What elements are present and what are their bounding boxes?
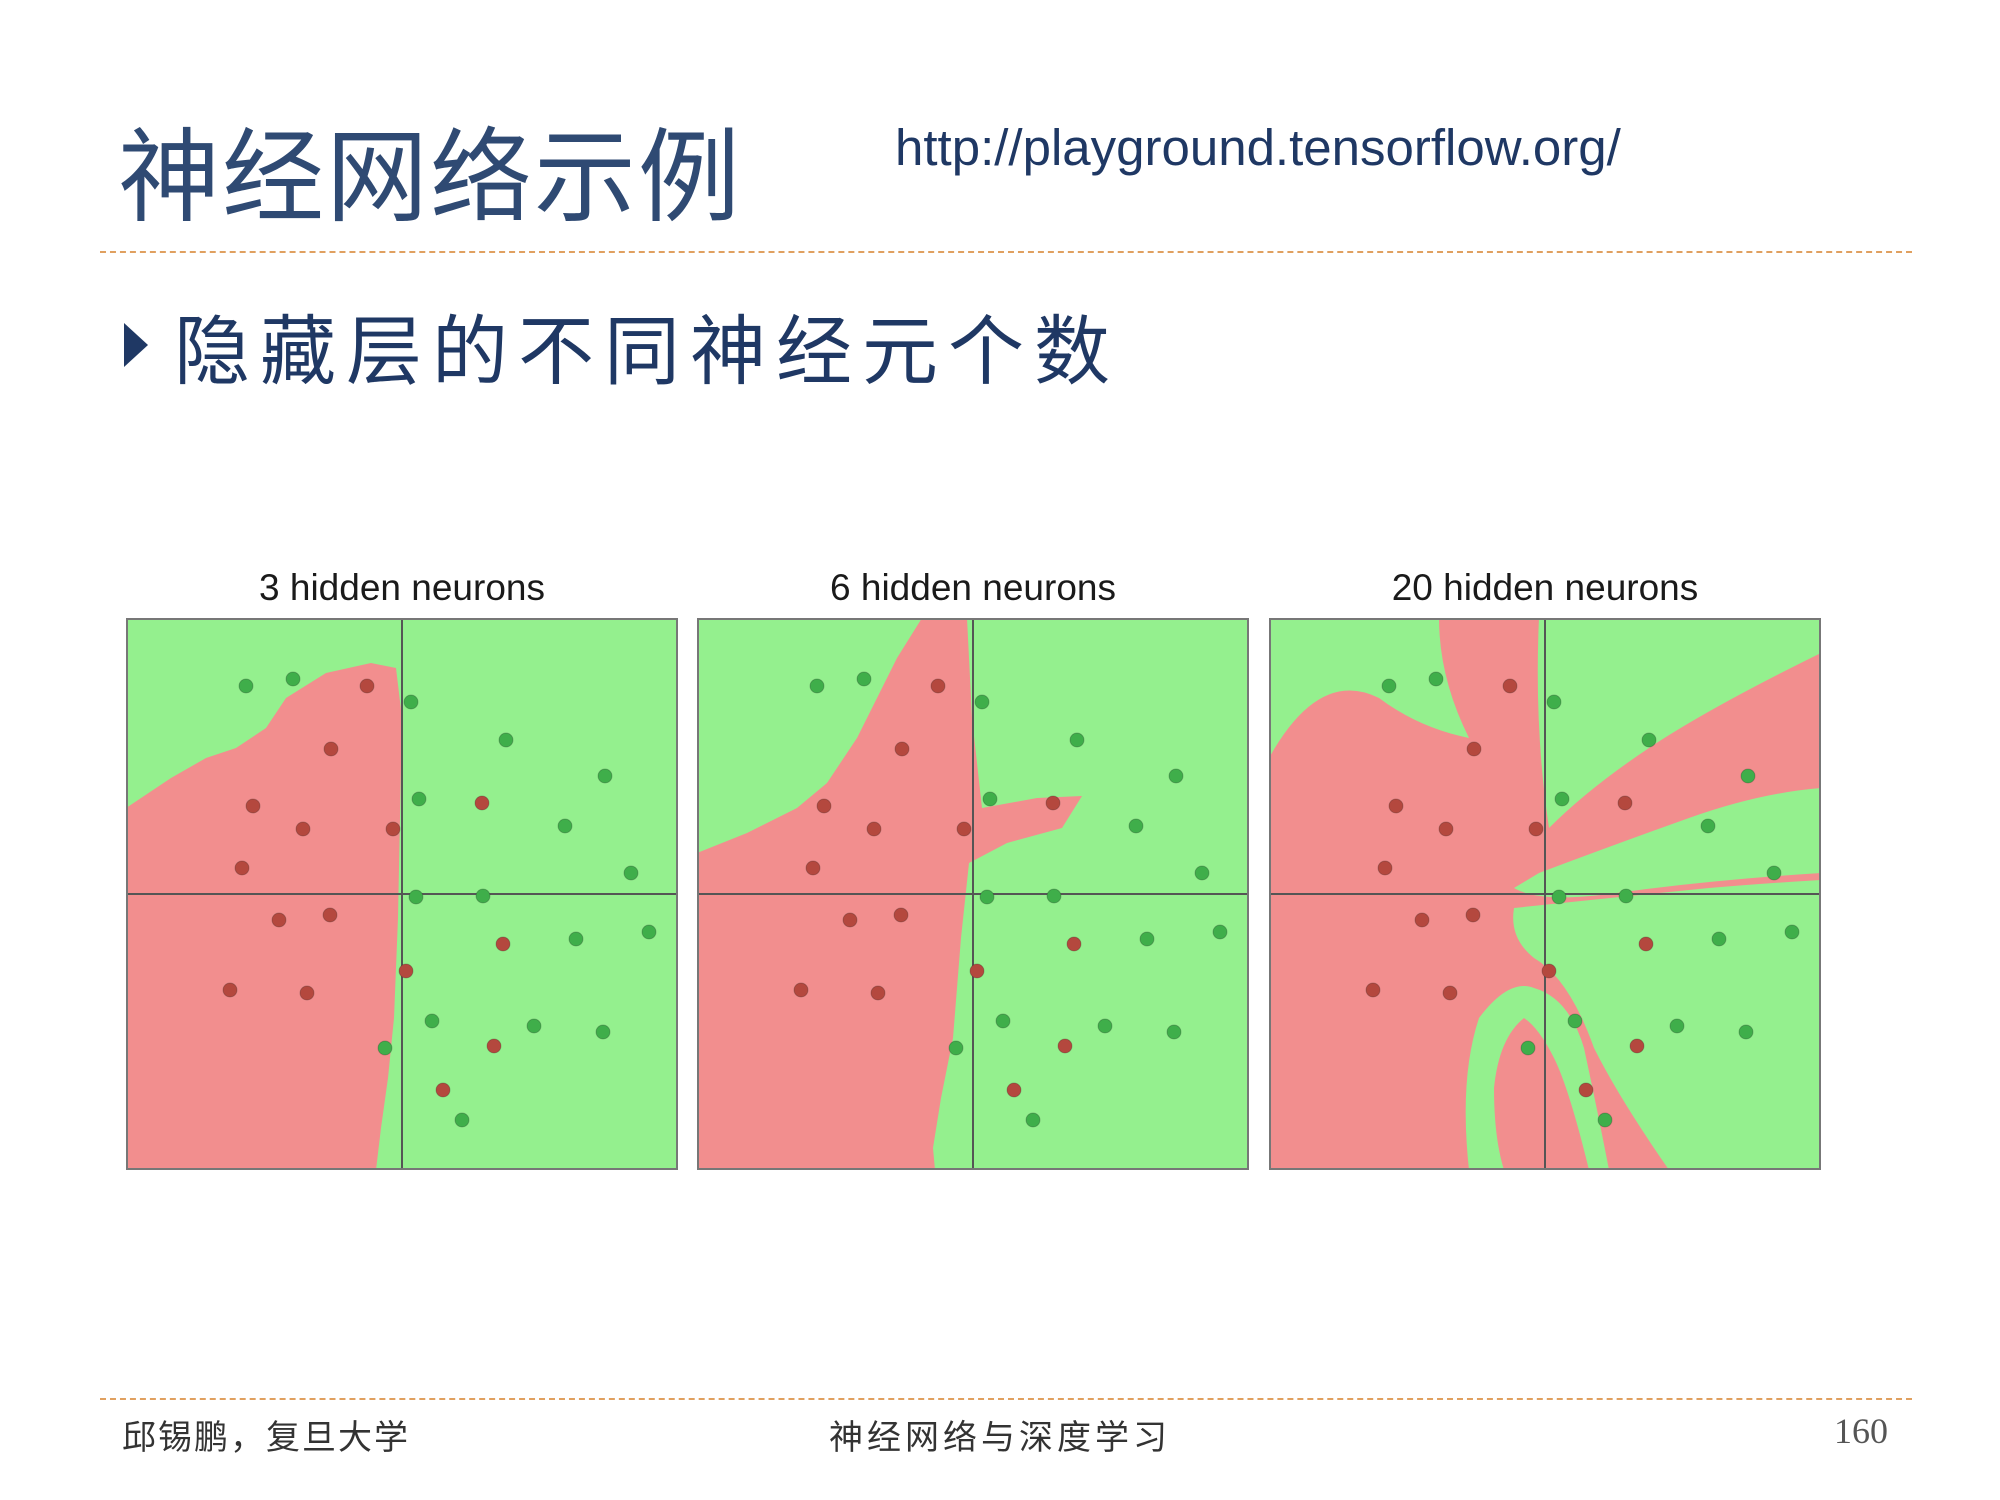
green-regions <box>1269 618 1821 1170</box>
panel-3-neurons: 3 hidden neurons <box>126 564 678 1170</box>
footer-divider <box>100 1398 1912 1400</box>
panel-title: 3 hidden neurons <box>259 567 545 608</box>
playground-url[interactable]: http://playground.tensorflow.org/ <box>895 119 1621 176</box>
page-number: 160 <box>1834 1411 1888 1451</box>
decision-boundary-plot <box>1269 618 1821 1170</box>
title-divider <box>100 251 1912 253</box>
triangle-bullet-icon <box>124 323 148 367</box>
data-points <box>1365 671 1800 1128</box>
bullet-item: 隐藏层的不同神经元个数 <box>122 290 1120 400</box>
panel-title: 20 hidden neurons <box>1391 567 1699 608</box>
panel-title: 6 hidden neurons <box>830 567 1116 608</box>
slide-title: 神经网络示例 <box>118 119 742 238</box>
bullet-text: 隐藏层的不同神经元个数 <box>174 307 1120 396</box>
panel-20-neurons: 20 hidden neurons <box>1269 564 1821 1170</box>
decision-boundary-plot <box>126 618 678 1170</box>
plot-frame <box>697 618 1249 1170</box>
decision-boundary-plot <box>697 618 1249 1170</box>
panel-6-neurons: 6 hidden neurons <box>697 564 1249 1170</box>
data-points <box>793 671 1228 1128</box>
red-region <box>126 663 402 1170</box>
plot-frame <box>126 618 678 1170</box>
data-points <box>222 671 657 1128</box>
footer-author: 邱锡鹏，复旦大学 <box>122 1418 410 1458</box>
footer-course: 神经网络与深度学习 <box>829 1418 1171 1458</box>
plot-frame <box>1269 618 1821 1170</box>
